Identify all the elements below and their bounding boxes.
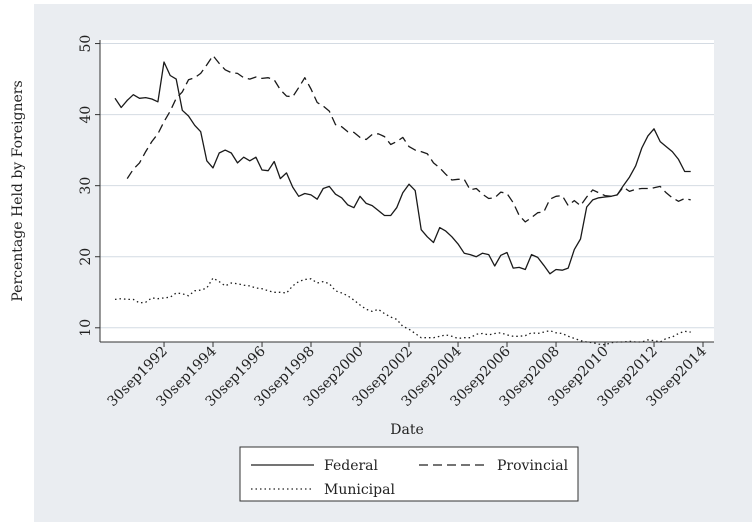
legend-label-federal: Federal bbox=[324, 458, 379, 474]
y-tick-label-30: 30 bbox=[78, 177, 94, 195]
y-axis-ticks: 10 20 30 40 50 bbox=[78, 35, 100, 337]
series-line-municipal bbox=[114, 277, 691, 346]
legend-box bbox=[239, 446, 579, 502]
y-tick-label-20: 20 bbox=[78, 248, 94, 266]
y-axis-label: Percentage Held by Foreigners bbox=[10, 80, 26, 301]
legend-label-municipal: Municipal bbox=[324, 482, 395, 498]
grid-lines bbox=[100, 43, 714, 329]
series-line-provincial bbox=[126, 54, 691, 223]
y-tick-label-50: 50 bbox=[78, 35, 94, 53]
legend-label-provincial: Provincial bbox=[497, 458, 569, 474]
series-line-federal bbox=[114, 61, 691, 275]
y-tick-label-10: 10 bbox=[78, 319, 94, 337]
x-axis-label: Date bbox=[390, 422, 423, 438]
series-lines bbox=[114, 54, 691, 346]
plot-region bbox=[100, 40, 714, 342]
legend: Federal Provincial Municipal bbox=[239, 446, 579, 502]
y-tick-label-40: 40 bbox=[78, 106, 94, 124]
